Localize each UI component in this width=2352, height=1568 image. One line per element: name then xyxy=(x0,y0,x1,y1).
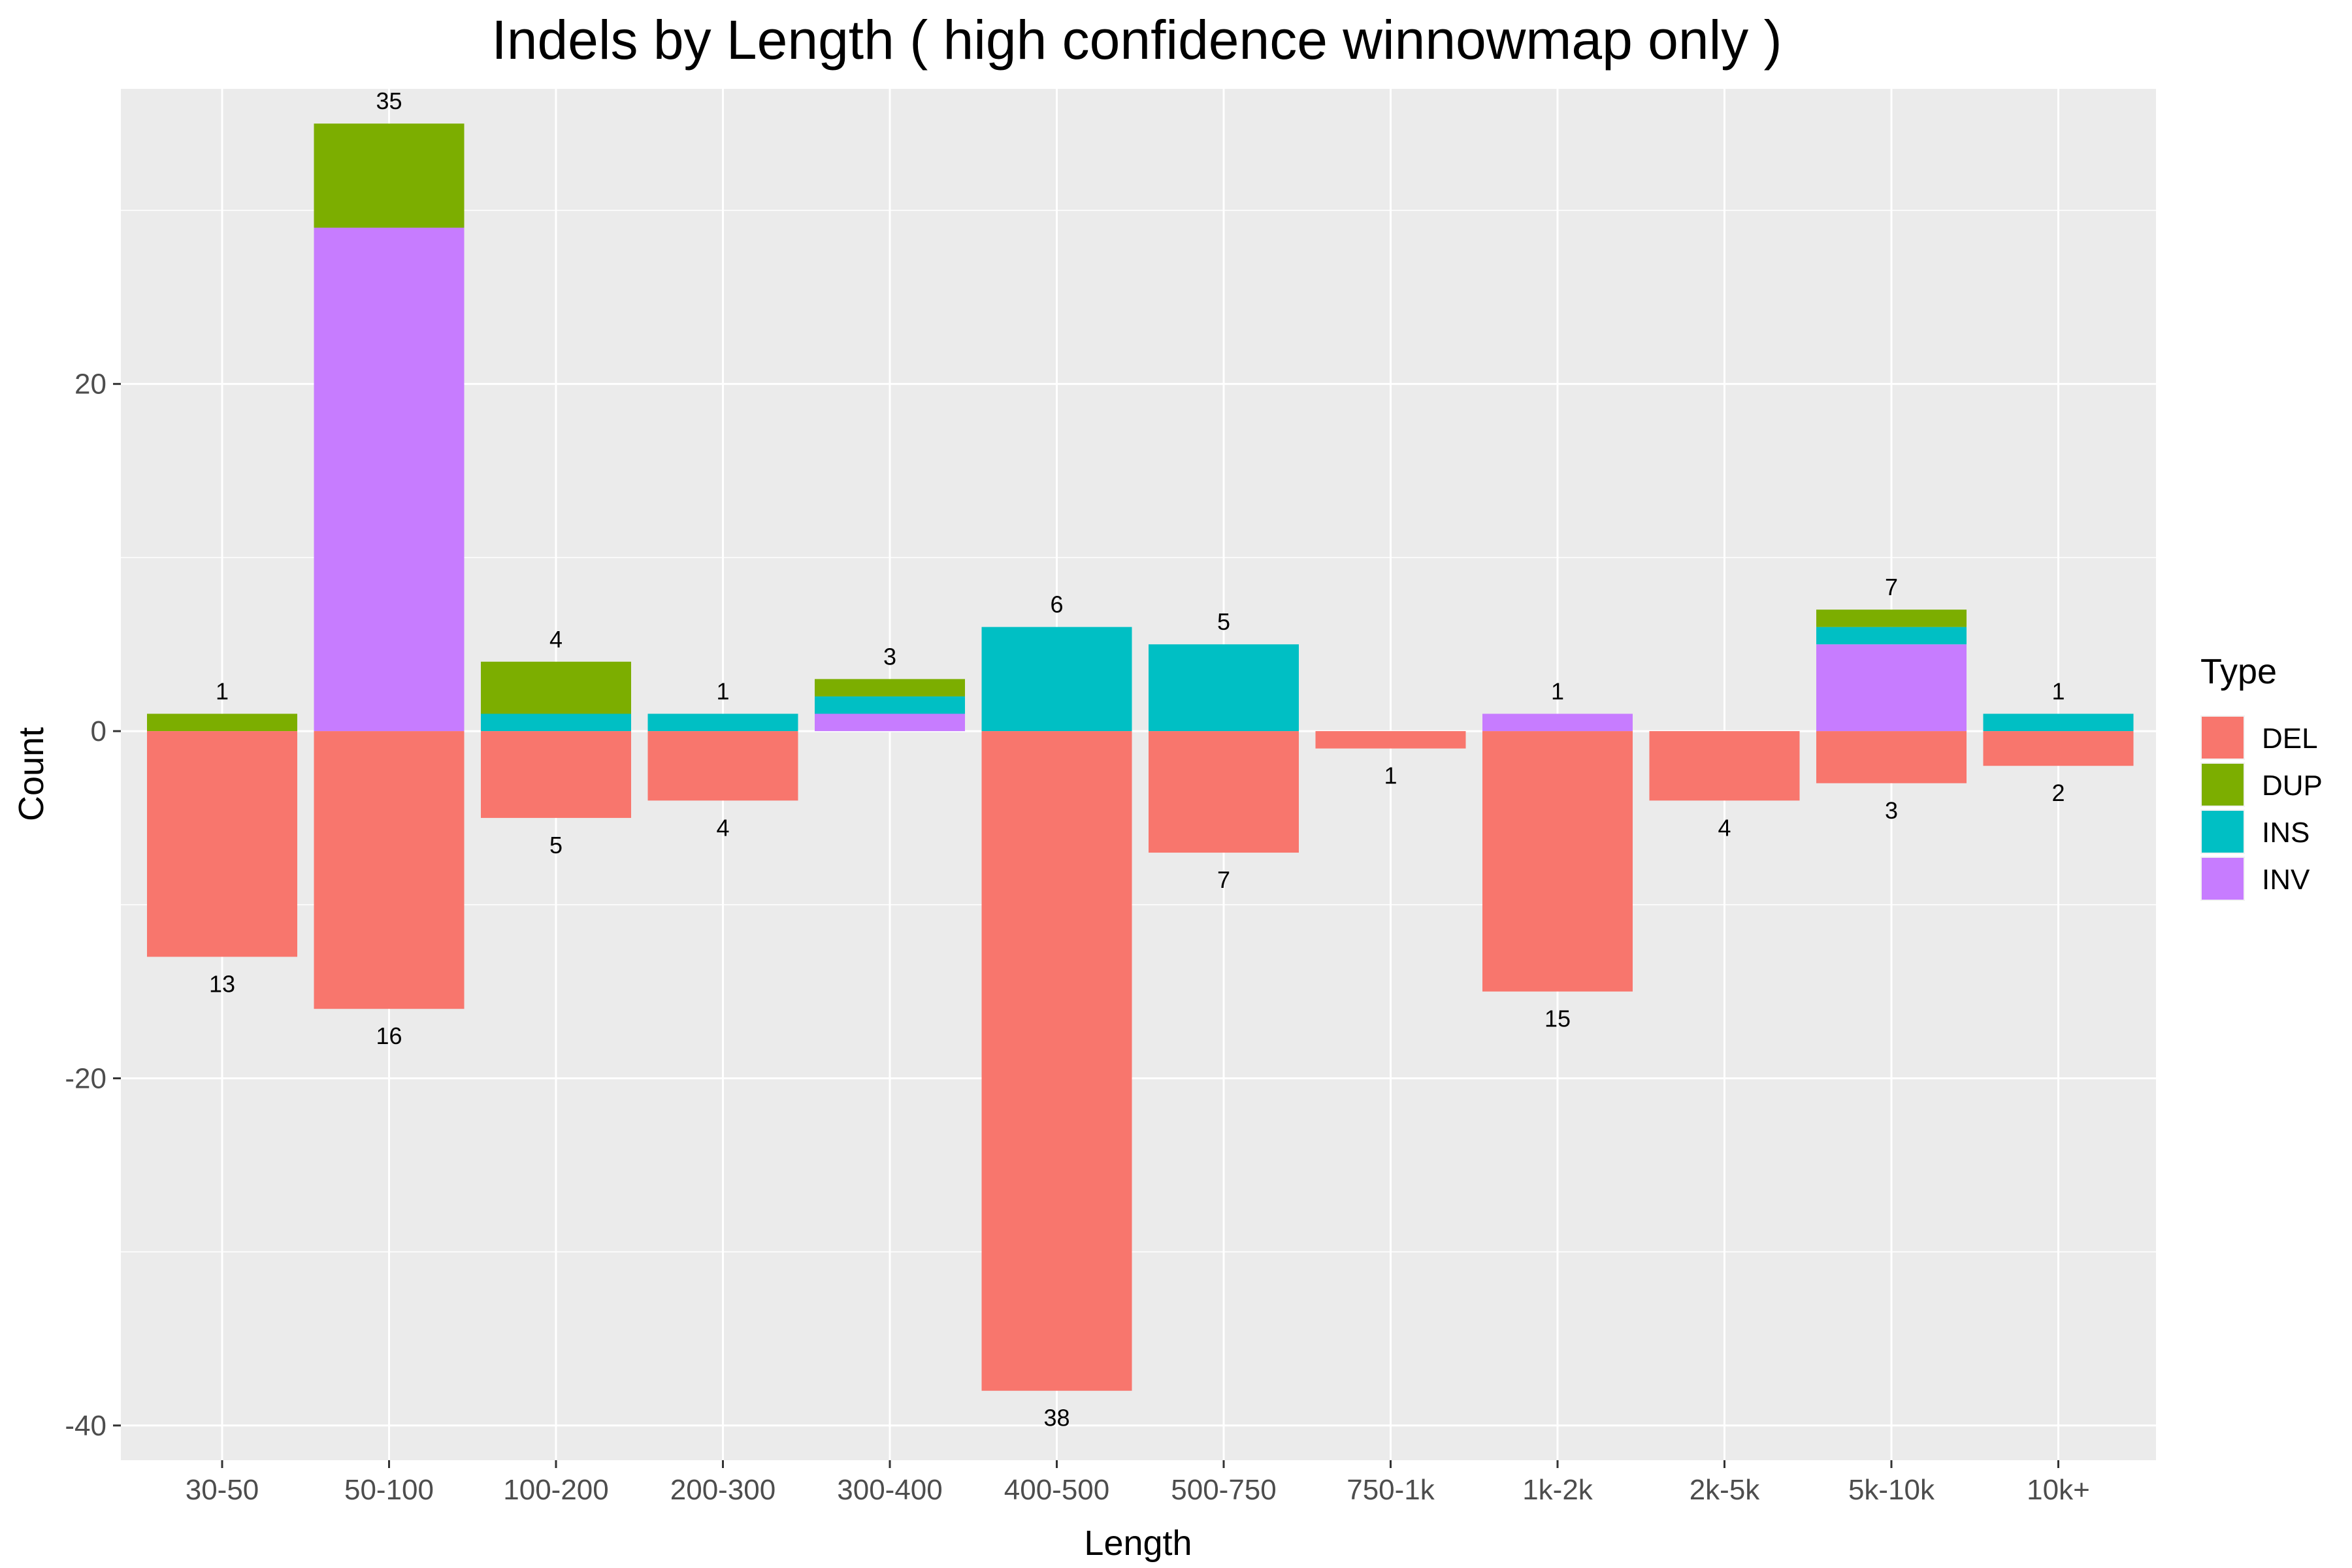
y-tick-label: -40 xyxy=(65,1410,106,1442)
bar-inv xyxy=(1482,713,1633,732)
positive-total-label: 1 xyxy=(1551,678,1564,705)
x-tick-label: 300-400 xyxy=(837,1474,942,1506)
bar-ins xyxy=(815,696,965,714)
legend-title: Type xyxy=(2200,652,2277,691)
bars xyxy=(147,123,2134,1391)
legend-swatch-inv xyxy=(2202,858,2244,900)
bar-del xyxy=(981,731,1132,1391)
y-axis-title: Count xyxy=(12,727,51,821)
bar-del xyxy=(647,731,798,801)
x-tick-label: 5k-10k xyxy=(1848,1474,1935,1506)
negative-total-label: 13 xyxy=(209,970,235,997)
negative-total-label: 7 xyxy=(1217,866,1230,893)
bar-inv xyxy=(314,227,465,732)
legend-label-ins: INS xyxy=(2262,817,2310,849)
y-tick-label: 20 xyxy=(74,368,106,400)
x-tick-label: 750-1k xyxy=(1347,1474,1435,1506)
negative-total-label: 4 xyxy=(1718,814,1731,841)
negative-total-label: 38 xyxy=(1043,1405,1070,1431)
y-tick-label: -20 xyxy=(65,1062,106,1094)
bar-del xyxy=(314,731,465,1009)
bar-ins xyxy=(647,713,798,732)
bar-dup xyxy=(314,123,465,228)
bar-ins xyxy=(1983,713,2134,732)
positive-total-label: 5 xyxy=(1217,608,1230,635)
y-tick-label: 0 xyxy=(91,715,106,747)
y-axis: -40 -20 0 20 xyxy=(65,368,121,1442)
bar-ins xyxy=(1149,644,1299,732)
legend-swatch-dup xyxy=(2202,764,2244,806)
bar-inv xyxy=(815,713,965,732)
legend-swatch-ins xyxy=(2202,811,2244,853)
positive-total-label: 1 xyxy=(716,678,729,705)
bar-dup xyxy=(815,679,965,696)
legend: Type DEL DUP INS INV xyxy=(2200,652,2323,901)
bar-del xyxy=(1315,731,1466,749)
x-tick-label: 200-300 xyxy=(670,1474,776,1506)
bar-del xyxy=(147,731,297,957)
x-tick-label: 1k-2k xyxy=(1522,1474,1593,1506)
negative-total-label: 2 xyxy=(2051,779,2065,806)
positive-total-label: 1 xyxy=(216,678,229,705)
x-tick-label: 50-100 xyxy=(344,1474,434,1506)
negative-total-label: 5 xyxy=(549,832,563,858)
legend-swatch-del xyxy=(2202,717,2244,759)
negative-total-label: 1 xyxy=(1384,762,1397,789)
bar-del xyxy=(481,731,631,818)
positive-total-label: 3 xyxy=(883,643,896,670)
bar-dup xyxy=(481,661,631,714)
x-tick-label: 500-750 xyxy=(1171,1474,1276,1506)
negative-total-label: 15 xyxy=(1544,1005,1571,1032)
positive-total-label: 1 xyxy=(2051,678,2065,705)
bar-inv xyxy=(1816,644,1967,732)
legend-label-del: DEL xyxy=(2262,723,2318,755)
x-axis: 30-50 50-100 100-200 200-300 300-400 400-500 5… xyxy=(186,1460,2090,1506)
x-tick-label: 30-50 xyxy=(186,1474,259,1506)
bar-del xyxy=(1649,731,1800,801)
bar-del xyxy=(1149,731,1299,853)
positive-total-label: 35 xyxy=(376,88,402,114)
positive-total-label: 4 xyxy=(549,626,563,653)
bar-dup xyxy=(1816,610,1967,627)
positive-total-label: 6 xyxy=(1050,591,1063,618)
bar-dup xyxy=(147,713,297,732)
positive-total-label: 7 xyxy=(1885,574,1898,600)
legend-label-dup: DUP xyxy=(2262,770,2323,802)
bar-del xyxy=(1816,731,1967,783)
bar-del xyxy=(1482,731,1633,992)
x-tick-label: 2k-5k xyxy=(1690,1474,1761,1506)
bar-del xyxy=(1983,731,2134,766)
legend-label-inv: INV xyxy=(2262,864,2310,896)
x-tick-label: 400-500 xyxy=(1004,1474,1109,1506)
negative-total-label: 16 xyxy=(376,1022,402,1049)
x-tick-label: 100-200 xyxy=(503,1474,608,1506)
bar-ins xyxy=(481,713,631,732)
chart-title: Indels by Length ( high confidence winno… xyxy=(491,9,1782,71)
negative-total-label: 4 xyxy=(716,814,729,841)
bar-ins xyxy=(981,627,1132,732)
bar-ins xyxy=(1816,627,1967,645)
x-tick-label: 10k+ xyxy=(2027,1474,2090,1506)
negative-total-label: 3 xyxy=(1885,797,1898,824)
x-axis-title: Length xyxy=(1084,1524,1192,1563)
